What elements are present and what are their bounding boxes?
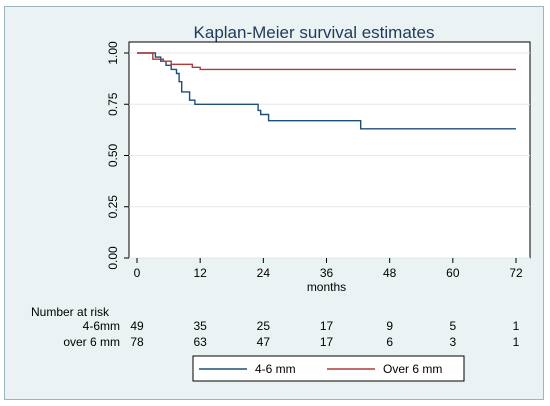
risk-cell: 63 — [193, 335, 207, 349]
risk-cell: 17 — [320, 319, 334, 333]
risk-row-label: 4-6mm — [83, 319, 120, 333]
risk-cell: 17 — [320, 335, 334, 349]
risk-cell: 3 — [449, 335, 456, 349]
x-tick-label: 36 — [320, 266, 334, 280]
x-tick-label: 72 — [509, 266, 523, 280]
series-layer — [137, 52, 516, 130]
x-axis-label: months — [307, 280, 346, 294]
risk-cell: 35 — [193, 319, 207, 333]
chart-title: Kaplan-Meier survival estimates — [194, 23, 435, 42]
series-line-over-6mm — [137, 52, 516, 71]
legend: 4-6 mm Over 6 mm — [192, 355, 465, 382]
plot-area — [128, 41, 531, 259]
axes: 0.00 0.25 0.50 0.75 1.00 0 12 24 36 48 60 72 — [106, 41, 523, 280]
x-tick-label: 0 — [134, 266, 141, 280]
x-tick-label: 60 — [446, 266, 460, 280]
risk-cell: 9 — [386, 319, 393, 333]
x-tick-label: 24 — [257, 266, 271, 280]
y-tick-label: 0.75 — [106, 92, 120, 116]
risk-cell: 6 — [386, 335, 393, 349]
risk-cell: 49 — [130, 319, 144, 333]
gridlines — [129, 52, 530, 259]
risk-table-header: Number at risk — [31, 305, 110, 319]
y-tick-label: 0.00 — [106, 246, 120, 270]
x-tick-label: 48 — [383, 266, 397, 280]
risk-cell: 5 — [449, 319, 456, 333]
risk-cell: 47 — [257, 335, 271, 349]
risk-row-label: over 6 mm — [63, 335, 120, 349]
risk-cell: 1 — [513, 335, 520, 349]
risk-cell: 1 — [513, 319, 520, 333]
legend-label-over-6mm: Over 6 mm — [383, 362, 442, 376]
y-tick-label: 0.50 — [106, 143, 120, 167]
x-tick-label: 12 — [193, 266, 207, 280]
risk-cell: 25 — [257, 319, 271, 333]
y-tick-label: 1.00 — [106, 41, 120, 65]
risk-cell: 78 — [130, 335, 144, 349]
y-tick-label: 0.25 — [106, 195, 120, 219]
legend-label-4-6mm: 4-6 mm — [255, 362, 296, 376]
